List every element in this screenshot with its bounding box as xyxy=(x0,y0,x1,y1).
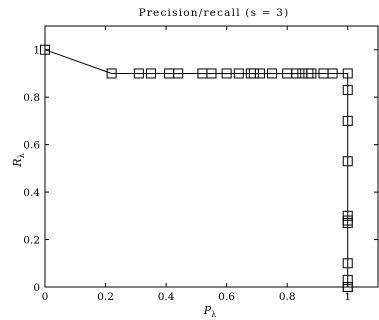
axis-ticks xyxy=(44,26,378,288)
axis-tick-labels: 0 0.2 0.4 0.6 0.8 1 0 0.2 0.4 0.6 0.8 1 xyxy=(23,45,351,303)
x-tick-label: 0.6 xyxy=(218,291,235,303)
data-point xyxy=(342,274,353,285)
data-point xyxy=(133,68,144,79)
data-point xyxy=(306,68,317,79)
data-point xyxy=(342,85,353,96)
data-point xyxy=(342,258,353,269)
x-tick-label: 0 xyxy=(42,291,49,303)
data-point xyxy=(342,282,353,292)
x-tick-label: 1 xyxy=(344,291,351,303)
y-tick-label: 0.4 xyxy=(23,187,40,199)
series-markers xyxy=(40,44,353,292)
data-point xyxy=(221,68,232,79)
y-axis-label: Rλ xyxy=(11,153,26,167)
x-axis-label-text: Pλ xyxy=(203,304,216,319)
data-point xyxy=(106,68,117,79)
chart-title: Precision/recall (s = 3) xyxy=(139,7,290,19)
data-point xyxy=(342,115,353,126)
data-point xyxy=(145,68,156,79)
plot-frame xyxy=(44,25,379,288)
data-point xyxy=(248,68,259,79)
data-point xyxy=(206,68,217,79)
data-point xyxy=(40,44,50,55)
data-point xyxy=(267,68,278,79)
data-point xyxy=(254,68,265,79)
series-line xyxy=(44,49,349,287)
data-point xyxy=(342,68,353,79)
data-point xyxy=(291,68,302,79)
x-tick-label: 0.8 xyxy=(279,291,296,303)
x-tick-label: 0.4 xyxy=(158,291,175,303)
data-point xyxy=(342,156,353,167)
data-point xyxy=(173,68,184,79)
x-axis-label: Pλ xyxy=(203,304,216,319)
y-axis-label-text: Rλ xyxy=(11,153,26,167)
data-point xyxy=(327,68,338,79)
y-tick-label: 0 xyxy=(33,282,40,294)
x-tick-label: 0.2 xyxy=(97,291,114,303)
y-tick-label: 0.2 xyxy=(23,235,40,247)
data-point xyxy=(342,217,353,228)
y-tick-label: 0.6 xyxy=(23,140,40,152)
y-tick-label: 0.8 xyxy=(23,92,40,104)
y-tick-label: 1 xyxy=(33,45,40,57)
data-point xyxy=(233,68,244,79)
